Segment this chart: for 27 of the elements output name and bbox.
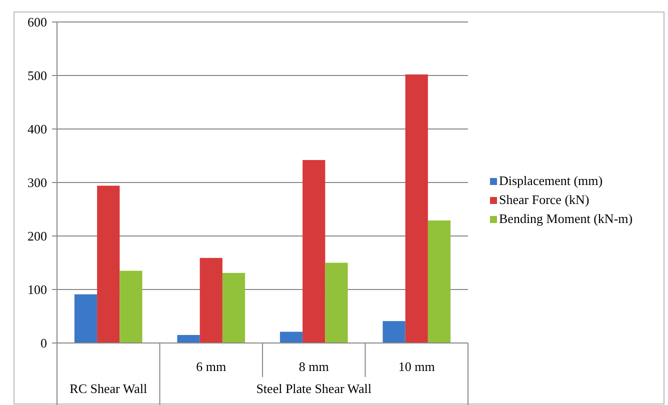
legend-label: Bending Moment (kN-m) bbox=[499, 211, 633, 226]
bar bbox=[200, 258, 222, 343]
bar bbox=[302, 160, 326, 343]
x-tick-label: 6 mm bbox=[196, 359, 226, 374]
legend-label: Displacement (mm) bbox=[499, 173, 603, 188]
y-tick-label: 500 bbox=[28, 68, 47, 84]
bar bbox=[222, 272, 246, 343]
y-tick-label: 200 bbox=[28, 228, 47, 244]
bar bbox=[405, 74, 428, 343]
y-tick-label: 400 bbox=[28, 122, 47, 137]
x-tick-label: 8 mm bbox=[298, 359, 329, 374]
x-tick-label: 10 mm bbox=[398, 359, 435, 374]
bar bbox=[382, 321, 406, 343]
bar bbox=[97, 186, 120, 343]
y-tick-label: 600 bbox=[28, 14, 47, 30]
legend-label: Shear Force (kN) bbox=[499, 192, 590, 207]
text: RC Shear Wall bbox=[70, 381, 148, 396]
bar bbox=[74, 294, 98, 343]
y-tick-label: 100 bbox=[28, 282, 47, 298]
bar bbox=[177, 334, 200, 343]
bar bbox=[120, 270, 142, 343]
y-tick-label: 0 bbox=[40, 336, 47, 351]
y-tick-label: 300 bbox=[28, 175, 47, 190]
bar bbox=[325, 262, 348, 343]
bar bbox=[428, 220, 451, 343]
text: Steel Plate Shear Wall bbox=[256, 381, 372, 396]
bar bbox=[280, 332, 303, 343]
